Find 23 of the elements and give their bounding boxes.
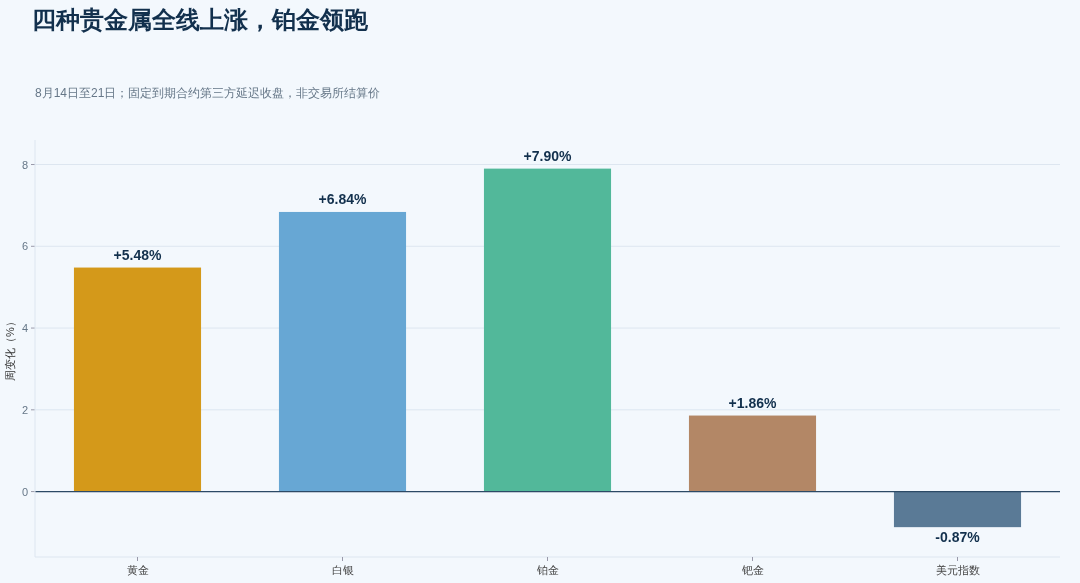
x-tick-label: 美元指数 <box>935 564 980 576</box>
bar <box>73 267 202 492</box>
bar <box>688 415 817 492</box>
bar <box>483 168 612 492</box>
bar <box>278 211 407 492</box>
data-label: +1.86% <box>728 394 777 411</box>
y-tick-label: 4 <box>21 322 28 335</box>
x-tick-label: 黄金 <box>126 564 149 576</box>
y-tick-label: 2 <box>21 403 28 416</box>
x-tick-label: 白银 <box>331 564 354 576</box>
y-tick-label: 8 <box>21 158 28 171</box>
chart-subtitle: 8月14日至21日；固定到期合约第三方延迟收盘，非交易所结算价 <box>35 86 381 100</box>
y-tick-label: 6 <box>21 240 28 253</box>
y-axis-title: 周变化（%） <box>4 316 16 381</box>
y-tick-label: 0 <box>21 485 28 498</box>
x-tick-label: 钯金 <box>740 564 764 576</box>
data-label: -0.87% <box>935 529 981 546</box>
x-tick-label: 铂金 <box>535 564 559 576</box>
data-label: +6.84% <box>318 190 367 207</box>
data-label: +7.90% <box>523 147 572 164</box>
data-label: +5.48% <box>113 246 162 263</box>
bar <box>893 491 1022 528</box>
chart-title: 四种贵金属全线上涨，铂金领跑 <box>32 6 369 33</box>
